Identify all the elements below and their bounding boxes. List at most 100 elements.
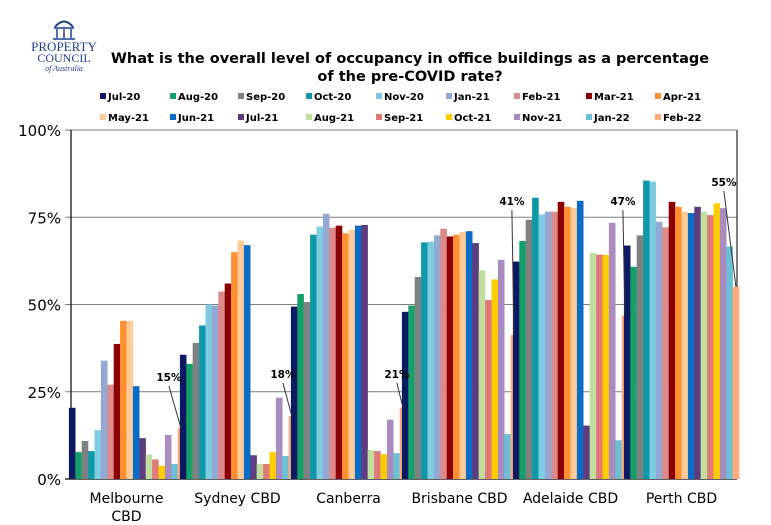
bar bbox=[275, 397, 283, 479]
bar bbox=[310, 234, 317, 479]
bar bbox=[342, 233, 349, 479]
bar bbox=[393, 453, 400, 479]
y-tick-label: 50% bbox=[28, 297, 61, 315]
bar bbox=[681, 211, 689, 479]
bar bbox=[231, 252, 238, 479]
legend-swatch bbox=[170, 114, 176, 120]
logo-line1: PROPERTY bbox=[31, 39, 97, 54]
bar bbox=[132, 386, 140, 479]
bar bbox=[544, 211, 552, 479]
bar bbox=[303, 302, 311, 479]
legend-swatch bbox=[306, 93, 312, 99]
bar bbox=[250, 455, 257, 479]
legend-label: Apr-21 bbox=[663, 92, 701, 103]
legend-label: Aug-20 bbox=[178, 92, 219, 103]
annotation-leader-line bbox=[282, 382, 293, 417]
bar bbox=[386, 419, 394, 479]
legend-swatch bbox=[446, 93, 452, 99]
legend-label: Oct-21 bbox=[454, 113, 492, 124]
annotation-label: 47% bbox=[610, 196, 636, 208]
bar bbox=[551, 211, 558, 479]
annotation-leader-line bbox=[396, 382, 404, 408]
bar bbox=[348, 229, 356, 479]
bar bbox=[81, 440, 89, 479]
bar bbox=[433, 235, 441, 479]
bar bbox=[427, 241, 435, 479]
bar bbox=[608, 222, 616, 480]
bar bbox=[557, 201, 565, 480]
bar bbox=[126, 320, 134, 479]
bar bbox=[282, 455, 289, 479]
logo-line3: of Australia bbox=[45, 64, 83, 73]
x-tick-label: Brisbane CBD bbox=[411, 491, 507, 507]
annotation-label: 55% bbox=[711, 177, 737, 189]
legend-label: Feb-22 bbox=[663, 113, 702, 124]
annotation-label: 15% bbox=[156, 372, 182, 384]
bar bbox=[615, 440, 622, 479]
legend-swatch bbox=[514, 93, 520, 99]
legend-item: Jun-21 bbox=[170, 113, 214, 124]
logo-line2: COUNCIL bbox=[37, 51, 90, 65]
bar bbox=[361, 224, 368, 479]
bar bbox=[421, 242, 428, 479]
bar bbox=[707, 215, 714, 479]
bar bbox=[171, 463, 178, 479]
bar bbox=[256, 463, 264, 479]
legend-item: Feb-21 bbox=[514, 92, 560, 103]
bar bbox=[532, 197, 539, 479]
legend-swatch bbox=[100, 93, 106, 99]
bar bbox=[192, 342, 200, 479]
legend-item: Aug-21 bbox=[306, 113, 354, 124]
legend-label: Jan-22 bbox=[594, 113, 630, 124]
bar bbox=[453, 234, 460, 479]
bar bbox=[414, 276, 422, 479]
legend-swatch bbox=[238, 114, 244, 120]
bar bbox=[152, 459, 159, 479]
legend-swatch bbox=[655, 114, 661, 120]
legend-label: Sep-20 bbox=[246, 92, 286, 103]
legend-swatch bbox=[655, 93, 661, 99]
y-tick-label: 25% bbox=[28, 384, 61, 402]
y-tick-label: 0% bbox=[37, 471, 61, 489]
legend-swatch bbox=[306, 114, 312, 120]
bar bbox=[602, 254, 610, 479]
legend-item: Nov-20 bbox=[376, 92, 424, 103]
legend-item: Sep-20 bbox=[238, 92, 285, 103]
bar bbox=[726, 246, 733, 479]
legend-item: Jul-20 bbox=[100, 92, 140, 103]
bar bbox=[297, 294, 304, 479]
annotation-label: 21% bbox=[384, 369, 410, 381]
chart-title-line-1: What is the overall level of occupancy i… bbox=[110, 51, 710, 67]
bar bbox=[623, 245, 631, 479]
bar bbox=[329, 227, 336, 479]
bar bbox=[408, 305, 415, 479]
bar bbox=[179, 354, 187, 479]
annotation-label: 41% bbox=[499, 196, 525, 208]
bar bbox=[263, 463, 270, 479]
legend-label: Oct-20 bbox=[314, 92, 352, 103]
bar bbox=[636, 235, 644, 479]
legend-swatch bbox=[238, 93, 244, 99]
bar bbox=[687, 213, 695, 479]
bar bbox=[446, 236, 454, 479]
bar bbox=[675, 206, 682, 479]
bar bbox=[700, 211, 708, 479]
legend-swatch bbox=[446, 114, 452, 120]
legend-item: Apr-21 bbox=[655, 92, 701, 103]
x-tick-label: CBD bbox=[111, 509, 141, 525]
legend-label: Jul-21 bbox=[246, 113, 279, 124]
bar bbox=[316, 226, 324, 479]
bar bbox=[199, 325, 206, 479]
bar bbox=[113, 343, 121, 479]
legend-item: Mar-21 bbox=[586, 92, 634, 103]
legend-swatch bbox=[170, 93, 176, 99]
legend-swatch bbox=[376, 114, 382, 120]
annotation-leader-line bbox=[622, 209, 626, 316]
legend-item: Aug-20 bbox=[170, 92, 218, 103]
bar bbox=[465, 231, 473, 479]
bar bbox=[564, 206, 571, 479]
bar bbox=[243, 245, 251, 479]
bar bbox=[472, 243, 479, 479]
legend-item: Jul-21 bbox=[238, 113, 278, 124]
legend-swatch bbox=[586, 114, 592, 120]
